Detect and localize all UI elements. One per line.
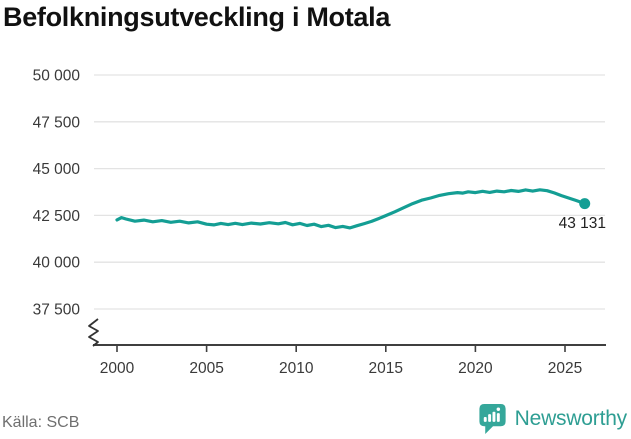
newsworthy-logo[interactable]: Newsworthy — [478, 402, 627, 435]
y-axis-tick-label: 50 000 — [33, 68, 81, 85]
population-line-chart: 37 500 40 000 42 500 45 000 47 500 50 000 2000… — [33, 68, 606, 377]
newsworthy-wordmark: Newsworthy — [514, 406, 628, 430]
newsworthy-badge-icon — [479, 403, 506, 435]
population-line — [115, 188, 587, 230]
y-axis-tick-label: 40 000 — [33, 255, 81, 272]
axis-break-icon — [88, 318, 99, 347]
chart-title: Befolkningsutveckling i Motala — [3, 2, 391, 32]
x-axis-tick-label: 2000 — [100, 360, 135, 377]
latest-value-label: 43 131 — [559, 215, 606, 232]
latest-point-marker — [579, 198, 591, 210]
y-axis-tick-label: 47 500 — [33, 114, 81, 131]
source-label: Källa: SCB — [2, 414, 80, 431]
x-axis-tick-label: 2005 — [189, 360, 223, 377]
y-axis-tick-label: 45 000 — [33, 161, 81, 178]
x-axis-tick-label: 2010 — [279, 360, 314, 377]
x-axis-tick-label: 2015 — [369, 360, 403, 377]
y-axis-tick-label: 37 500 — [33, 302, 81, 319]
y-axis-tick-label: 42 500 — [33, 208, 81, 225]
x-axis-tick-label: 2025 — [548, 360, 582, 377]
x-axis-tick-label: 2020 — [458, 360, 493, 377]
